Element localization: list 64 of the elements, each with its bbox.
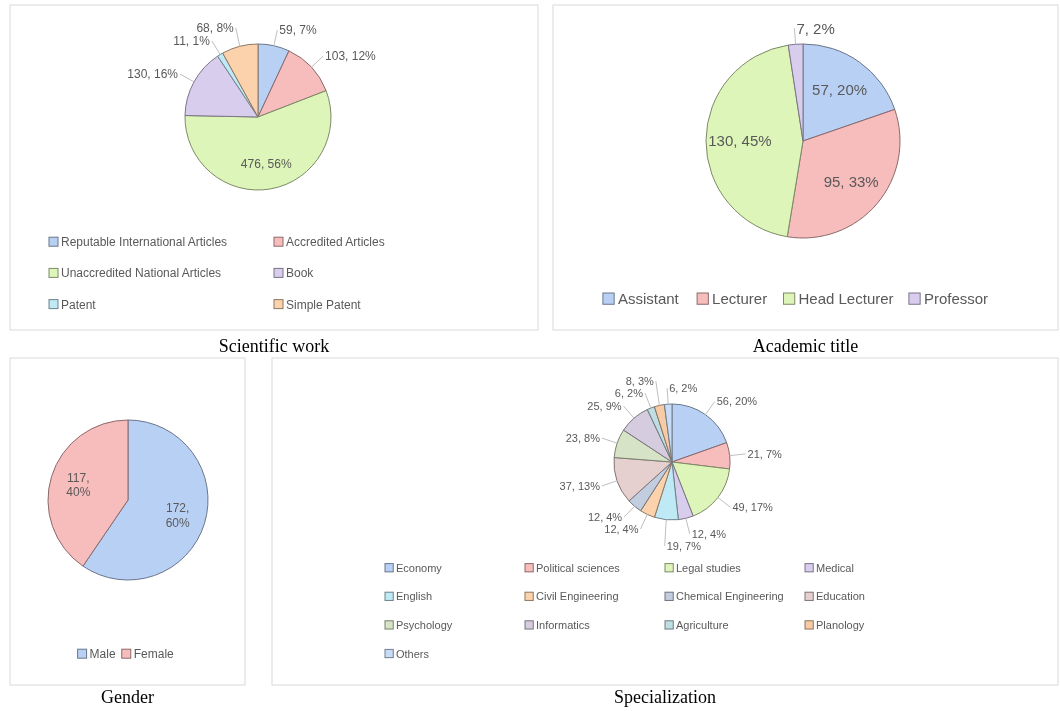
data-label: 23, 8% <box>565 431 601 444</box>
data-label: 95, 33% <box>823 172 879 190</box>
legend-label: Female <box>133 647 175 662</box>
pie-slice <box>47 419 129 567</box>
legend-label: Informatics <box>536 619 591 632</box>
data-label: 21, 7% <box>747 447 783 460</box>
legend-label: Civil Engineering <box>536 590 619 603</box>
data-label: 68, 8% <box>196 21 235 36</box>
pie-slice <box>705 44 804 238</box>
data-label: 19, 7% <box>666 539 702 552</box>
data-label: 6, 2% <box>669 382 698 395</box>
data-label: 11, 1% <box>173 34 211 49</box>
data-label: 56, 20% <box>716 395 758 408</box>
legend-label: Unaccredited National Articles <box>61 266 222 281</box>
data-label: 7, 2% <box>796 19 835 37</box>
data-label: 476, 56% <box>240 156 292 171</box>
legend-label: Simple Patent <box>286 297 362 312</box>
data-label: 59, 7% <box>279 23 318 38</box>
data-label: 12, 4% <box>691 527 727 540</box>
pie-slice <box>671 442 731 470</box>
legend-label: Reputable International Articles <box>61 235 228 250</box>
legend-label: Others <box>396 647 430 660</box>
pie-slice <box>184 90 332 191</box>
data-label: 37, 13% <box>559 479 601 492</box>
data-label: 12, 4% <box>604 522 639 535</box>
text: Specialization <box>614 687 716 707</box>
data-label: 103, 12% <box>325 49 377 64</box>
legend-label: Accredited Articles <box>286 235 385 250</box>
legend-label: Head Lecturer <box>798 290 894 308</box>
data-label: 130, 16% <box>127 67 179 82</box>
legend-label: Male <box>89 647 116 662</box>
data-label: 12, 4% <box>587 510 623 523</box>
pie-slice <box>787 43 804 142</box>
pie-slice <box>257 50 327 118</box>
data-label: 49, 17% <box>732 501 774 514</box>
pie-slice <box>222 43 259 118</box>
legend-label: Medical <box>816 561 854 574</box>
legend-label: Agriculture <box>676 619 729 632</box>
text: Gender <box>101 687 154 707</box>
legend-label: Book <box>286 266 315 281</box>
legend-label: Political sciences <box>536 561 621 574</box>
legend-label: Economy <box>396 561 443 574</box>
legend-label: Chemical Engineering <box>676 590 784 603</box>
data-label: 25, 9% <box>587 399 622 412</box>
data-label: 172, 60% <box>165 501 191 530</box>
legend-label: Lecturer <box>712 290 768 308</box>
data-label: 130, 45% <box>708 131 772 149</box>
data-label: 8, 3% <box>625 374 655 387</box>
legend-label: Planology <box>816 619 865 632</box>
text: Academic title <box>752 336 859 356</box>
data-label: 6, 2% <box>614 386 644 399</box>
legend-label: Patent <box>61 297 97 312</box>
data-label: 117, 40% <box>66 470 91 500</box>
text: Scientific work <box>218 336 330 356</box>
legend-label: Professor <box>923 290 989 308</box>
legend-label: Psychology <box>396 619 453 632</box>
pie-slice <box>184 55 259 118</box>
data-label: 57, 20% <box>812 80 868 98</box>
legend-label: Legal studies <box>676 561 742 574</box>
pie-slice <box>786 108 901 239</box>
legend-label: Assistant <box>617 290 680 308</box>
legend-label: English <box>396 590 433 603</box>
legend-label: Education <box>816 590 865 603</box>
pie-slice <box>802 43 896 142</box>
